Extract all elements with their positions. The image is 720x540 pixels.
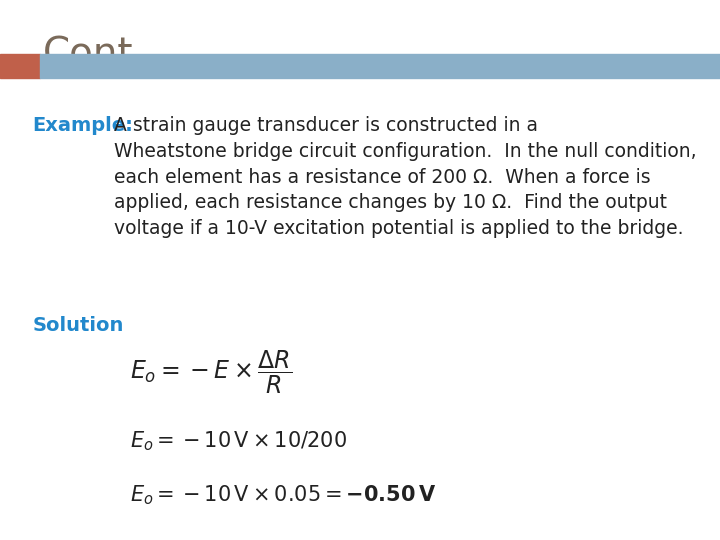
Text: Solution: Solution (32, 316, 124, 335)
Text: A strain gauge transducer is constructed in a
Wheatstone bridge circuit configur: A strain gauge transducer is constructed… (114, 116, 696, 238)
Text: Cont…: Cont… (43, 35, 173, 73)
Bar (0, 54, 40, 78)
Text: $E_o = -10\,\mathrm{V} \times 10/200$: $E_o = -10\,\mathrm{V} \times 10/200$ (130, 429, 347, 453)
Text: $E_o = -E \times \dfrac{\Delta R}{R}$: $E_o = -E \times \dfrac{\Delta R}{R}$ (130, 348, 292, 396)
Text: $E_o = -10\,\mathrm{V} \times 0.05 = \mathbf{-0.50\,V}$: $E_o = -10\,\mathrm{V} \times 0.05 = \ma… (130, 483, 436, 507)
Bar (40, 54, 720, 78)
Text: Example:: Example: (32, 116, 133, 135)
